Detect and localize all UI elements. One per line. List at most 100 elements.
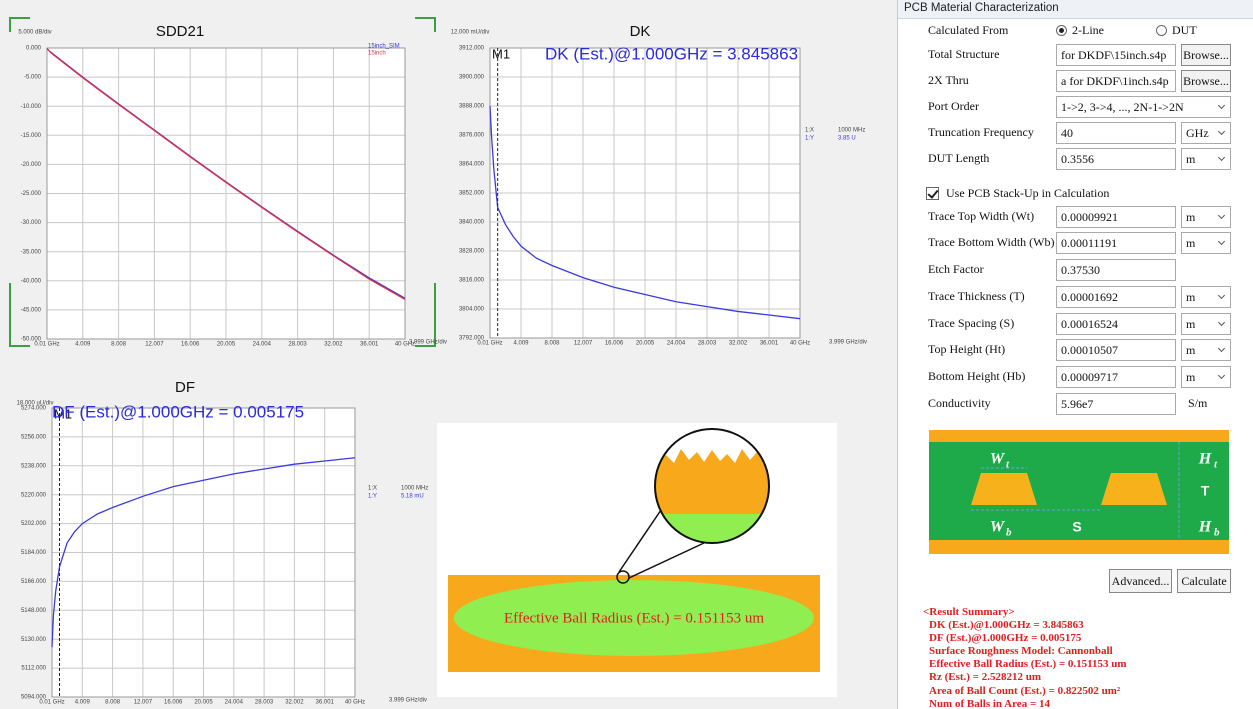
selection-corners	[9, 17, 436, 347]
unit-dropdown[interactable]: m	[1181, 232, 1231, 254]
result-line: DF (Est.)@1.000GHz = 0.005175	[929, 632, 1082, 645]
x-tick-label: 20.005	[636, 341, 655, 347]
corner	[415, 17, 436, 32]
line-chart: 0.000 -5.000 -10.000 -15.000 -20.000 -25.000 -…	[18, 23, 447, 348]
y-tick-label: 5274.000	[21, 406, 47, 412]
checkbox[interactable]	[926, 187, 939, 200]
ball-diagram: Effective Ball Radius (Est.) = 0.151153 …	[437, 423, 837, 697]
action-button[interactable]: Advanced...	[1109, 569, 1172, 593]
x-tick-label: 28.003	[255, 700, 274, 706]
text-input[interactable]: 0.00001692	[1056, 286, 1176, 308]
y-tick-label: 3792.000	[459, 336, 485, 342]
stackup-label: T	[1201, 483, 1210, 499]
text-input[interactable]: 5.96e7	[1056, 393, 1176, 415]
text-input[interactable]: 0.37530	[1056, 259, 1176, 281]
marker-readout: 1:Y	[368, 494, 377, 500]
marker-label: M1	[54, 406, 72, 421]
zoom-line	[628, 542, 705, 579]
annotation: DK (Est.)@1.000GHz = 3.845863	[545, 44, 798, 63]
y-tick-label: 3888.000	[459, 104, 485, 110]
panel-header	[898, 0, 1253, 19]
y-tick-label: 5166.000	[21, 579, 47, 585]
y-unit-label: 12.000 mU/div	[451, 30, 490, 36]
unit-dropdown[interactable]: m	[1181, 148, 1231, 170]
text-input[interactable]: 0.00016524	[1056, 313, 1176, 335]
unit-dropdown[interactable]: m	[1181, 339, 1231, 361]
x-tick-label: 36.001	[360, 342, 379, 348]
y-unit-label: 5.000 dB/div	[18, 30, 51, 36]
y-tick-label: 3900.000	[459, 75, 485, 81]
text-input[interactable]: 0.00011191	[1056, 232, 1176, 254]
stackup-subscript: b	[1006, 527, 1012, 539]
x-tick-label: 40 GHz	[395, 342, 415, 348]
y-tick-label: 5130.000	[21, 637, 47, 643]
text-input[interactable]: a for DKDF\1inch.s4p	[1056, 70, 1176, 92]
result-line: Surface Roughness Model: Cannonball	[929, 645, 1113, 658]
x-tick-label: 16.006	[605, 341, 624, 347]
x-tick-label: 32.002	[324, 342, 343, 348]
x-tick-label: 8.008	[544, 341, 560, 347]
action-button[interactable]: Calculate	[1177, 569, 1231, 593]
field-label: Bottom Height (Hb)	[928, 369, 1026, 383]
y-tick-label: 3876.000	[459, 133, 485, 139]
corner	[9, 283, 30, 347]
marker-readout: 1:X	[368, 486, 377, 492]
text-input[interactable]: 0.3556	[1056, 148, 1176, 170]
stackup-subscript: b	[1214, 527, 1220, 539]
stackup-label: W	[990, 451, 1006, 468]
radio[interactable]	[1156, 25, 1167, 36]
x-tick-label: 0.01 GHz	[34, 342, 59, 348]
unit-dropdown[interactable]: m	[1181, 366, 1231, 388]
plot-frame	[51, 407, 356, 698]
x-tick-label: 16.006	[181, 342, 200, 348]
unit-dropdown[interactable]: GHz	[1181, 122, 1231, 144]
browse-button[interactable]: Browse...	[1181, 70, 1231, 92]
y-unit-label: 18.000 uU/div	[16, 401, 53, 407]
stackup-label: S	[1072, 519, 1081, 535]
field-label: Top Height (Ht)	[928, 342, 1006, 356]
text-input[interactable]: 40	[1056, 122, 1176, 144]
y-tick-label: -50.000	[21, 337, 42, 343]
unit-label: S/m	[1188, 396, 1208, 410]
annotation: DF (Est.)@1.000GHz = 0.005175	[52, 402, 304, 421]
result-line: DK (Est.)@1.000GHz = 3.845863	[929, 619, 1084, 631]
x-tick-label: 0.01 GHz	[477, 341, 502, 347]
browse-button[interactable]: Browse...	[1181, 44, 1231, 66]
x-tick-label: 20.005	[194, 700, 213, 706]
y-tick-label: -5.000	[24, 75, 42, 81]
x-tick-label: 16.006	[164, 700, 183, 706]
y-tick-label: -15.000	[21, 133, 42, 139]
trace	[971, 473, 1037, 505]
trace	[1101, 473, 1167, 505]
field-label: Trace Thickness (T)	[928, 289, 1025, 303]
text-input[interactable]: 0.00009717	[1056, 366, 1176, 388]
ball	[454, 580, 814, 656]
data-line	[51, 457, 356, 648]
unit-dropdown[interactable]: m	[1181, 313, 1231, 335]
zoom-line	[618, 509, 662, 573]
unit-dropdown[interactable]: m	[1181, 286, 1231, 308]
dropdown[interactable]: 1->2, 3->4, ..., 2N-1->2N	[1056, 96, 1231, 118]
unit-dropdown[interactable]: m	[1181, 206, 1231, 228]
x-tick-label: 28.003	[288, 342, 307, 348]
field-label: DUT Length	[928, 151, 990, 165]
data-line	[489, 105, 801, 320]
line-chart: 5094.000 5112.000 5130.000 5148.000 5166.000…	[16, 379, 428, 706]
legend-label: 15inch_SIM	[368, 44, 400, 50]
y-tick-label: 3840.000	[459, 220, 485, 226]
x-tick-label: 12.007	[134, 700, 153, 706]
result-title: <Result Summary>	[923, 606, 1015, 618]
x-tick-label: 4.009	[513, 341, 529, 347]
x-tick-label: 4.009	[75, 342, 91, 348]
checkbox-label: Use PCB Stack-Up in Calculation	[946, 186, 1110, 200]
text-input[interactable]: for DKDF\15inch.s4p	[1056, 44, 1176, 66]
field-label: Port Order	[928, 99, 979, 113]
zoom-origin	[616, 570, 630, 584]
text-input[interactable]: 0.00010507	[1056, 339, 1176, 361]
marker-readout: 1:Y	[805, 136, 814, 142]
text-input[interactable]: 0.00009921	[1056, 206, 1176, 228]
chart-title: DK	[630, 23, 651, 40]
y-tick-label: 5184.000	[21, 550, 47, 556]
radio-label: 2-Line	[1072, 23, 1104, 37]
